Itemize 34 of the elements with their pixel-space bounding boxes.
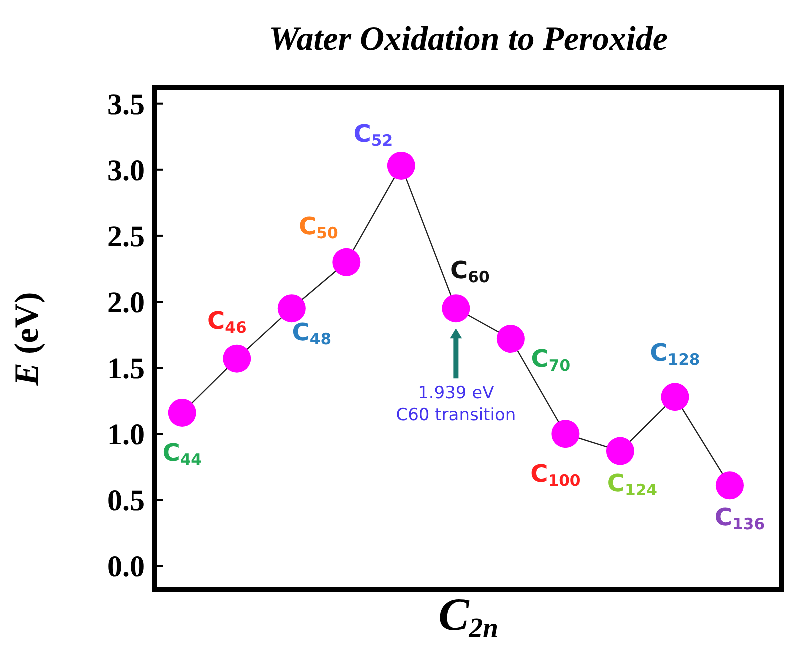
annotation: C$_{128}$ xyxy=(650,339,700,370)
point xyxy=(332,248,361,276)
point xyxy=(552,420,580,448)
y-tick-label: 1.0 xyxy=(108,418,145,452)
annotation: C$_{48}$ xyxy=(292,318,332,349)
y-tick-label: 3.5 xyxy=(108,88,145,122)
y-tick-label: 1.5 xyxy=(108,352,145,386)
point xyxy=(168,398,196,427)
x-axis-title: C$_{2n}$ xyxy=(438,589,498,643)
annotation: C$_{60}$ xyxy=(450,256,490,287)
point xyxy=(223,344,252,373)
y-tick-label: 0.5 xyxy=(108,484,145,518)
point xyxy=(716,472,744,500)
point xyxy=(387,152,416,180)
y-tick-label: 0.0 xyxy=(108,550,145,584)
point xyxy=(661,383,690,412)
point xyxy=(278,294,306,323)
annotation: C$_{70}$ xyxy=(531,345,571,375)
annotation: C$_{46}$ xyxy=(207,306,247,337)
annotation: C$_{52}$ xyxy=(354,120,394,150)
y-tick-label: 3.0 xyxy=(108,154,145,188)
annotation: C$_{136}$ xyxy=(714,504,766,534)
annotation: C$_{44}$ xyxy=(162,438,202,469)
annotation: C$_{50}$ xyxy=(298,212,338,242)
chart-title: Water Oxidation to Peroxide xyxy=(269,21,668,58)
annotation: C$_{124}$ xyxy=(607,469,658,500)
annotation: C$_{100}$ xyxy=(530,460,581,490)
annotation: 1.939 eV C60 transition xyxy=(396,384,516,426)
point xyxy=(496,325,525,353)
y-axis-title: E (eV) xyxy=(9,292,46,387)
point xyxy=(442,294,470,323)
y-tick-label: 2.5 xyxy=(108,220,145,254)
y-tick-label: 2.0 xyxy=(108,286,145,320)
point xyxy=(606,437,634,466)
